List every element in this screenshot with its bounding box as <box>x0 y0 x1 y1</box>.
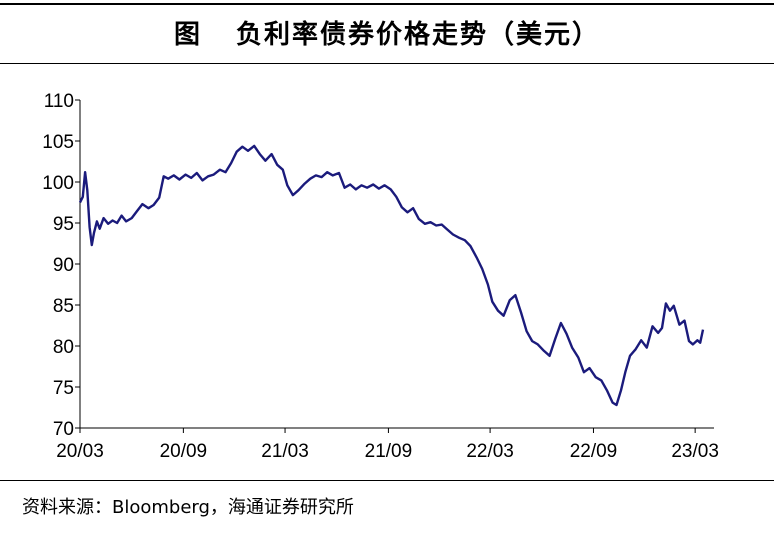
x-tick-label: 20/09 <box>160 441 208 462</box>
y-tick-label: 85 <box>53 296 74 317</box>
source-note: 资料来源：Bloomberg，海通证券研究所 <box>22 497 354 518</box>
y-tick-label: 100 <box>42 173 74 194</box>
chart-title: 图 负利率债券价格走势（美元） <box>0 14 774 51</box>
series-line <box>78 144 705 407</box>
top-rule <box>0 3 774 5</box>
figure-label: 图 <box>173 20 202 50</box>
y-axis-tick-labels: 70 75 80 85 90 95 100 105 110 <box>42 91 74 440</box>
y-tick-label: 70 <box>53 419 74 440</box>
x-tick-label: 21/09 <box>365 441 413 462</box>
x-tick-label: 22/03 <box>466 441 514 462</box>
x-axis-tick-labels: 20/03 20/09 21/03 21/09 22/03 22/09 23/03 <box>56 441 719 462</box>
chart-title-text: 负利率债券价格走势（美元） <box>236 20 601 50</box>
y-tick-label: 105 <box>42 132 74 153</box>
y-tick-label: 75 <box>53 378 74 399</box>
title-rule <box>0 63 774 64</box>
x-tick-label: 22/09 <box>570 441 618 462</box>
chart-axes <box>75 99 714 433</box>
y-tick-label: 90 <box>53 255 74 276</box>
y-tick-label: 110 <box>44 91 74 112</box>
y-tick-label: 95 <box>53 214 74 235</box>
price-series <box>78 144 705 407</box>
y-tick-label: 80 <box>53 337 74 358</box>
line-chart: 70 75 80 85 90 95 100 105 110 20/03 20/09 21/03 21/… <box>42 91 719 462</box>
x-tick-label: 21/03 <box>261 441 309 462</box>
bottom-rule <box>0 480 774 481</box>
x-tick-label: 20/03 <box>56 441 104 462</box>
x-tick-label: 23/03 <box>671 441 719 462</box>
